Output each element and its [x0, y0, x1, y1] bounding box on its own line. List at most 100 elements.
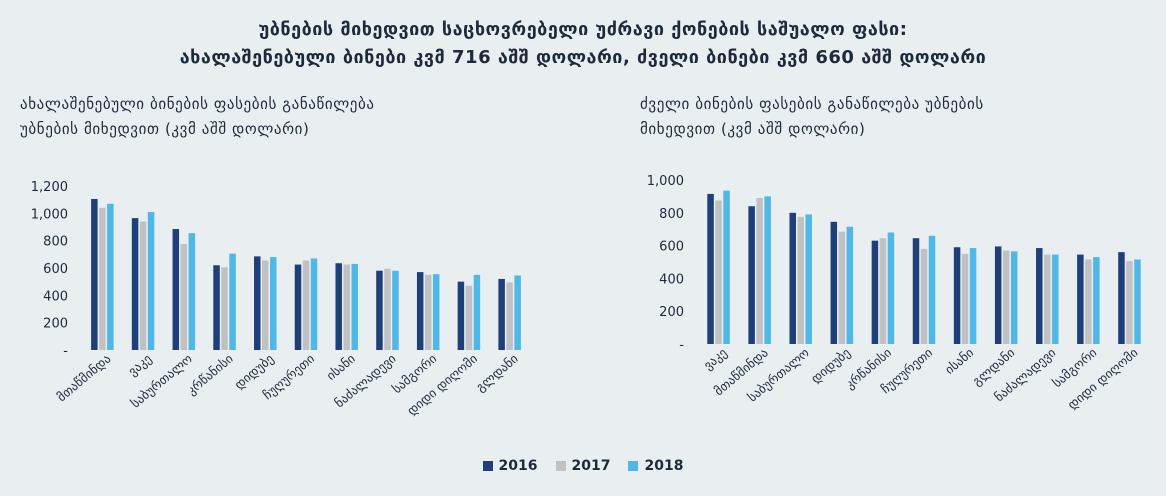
legend-label-2018: 2018: [644, 458, 684, 474]
new-bar-2017: [302, 260, 310, 350]
old-ytick-label: 800: [659, 207, 684, 222]
legend-label-2016: 2016: [498, 458, 538, 474]
old-bar-2016: [871, 240, 879, 344]
new-bar-2017: [99, 207, 106, 350]
new-bar-2018: [310, 258, 318, 350]
old-bar-2016: [707, 193, 714, 344]
new-ytick-label: -: [63, 344, 68, 359]
old-bar-2016: [748, 206, 755, 344]
new-bar-2016: [91, 198, 98, 350]
new-bar-2017: [139, 221, 147, 350]
new-ytick-label: 1,200: [31, 180, 68, 195]
new-bar-2018: [107, 203, 114, 350]
old-bar-2018: [1052, 254, 1059, 344]
new-bar-2016: [416, 272, 424, 350]
new-bar-2017: [180, 244, 188, 350]
old-ytick-label: 600: [659, 240, 684, 255]
legend-item-2016: 2016: [482, 458, 538, 474]
old-bar-2017: [797, 216, 804, 344]
new-bar-2018: [514, 275, 521, 350]
new-bar-2018: [473, 274, 481, 350]
new-bar-2017: [343, 264, 350, 350]
new-category-label: კრწანისი: [184, 351, 236, 398]
new-ytick-label: 800: [43, 235, 68, 250]
old-ytick-label: -: [679, 338, 684, 353]
new-bar-2017: [221, 267, 228, 350]
old-bar-2017: [1085, 259, 1092, 344]
new-bar-2016: [213, 265, 220, 350]
old-ytick-label: 200: [659, 305, 684, 320]
old-bar-2016: [1077, 254, 1084, 344]
old-bar-2018: [969, 248, 977, 344]
old-bar-2016: [1118, 252, 1125, 344]
main-title-line1: უბნების მიხედვით საცხოვრებელი უძრავი ქონ…: [258, 19, 908, 40]
old-bar-2018: [1010, 251, 1018, 344]
legend-swatch-2016: [482, 461, 493, 471]
new-bar-2016: [254, 256, 261, 350]
old-bar-2016: [830, 221, 838, 344]
legend-swatch-2018: [628, 461, 639, 471]
legend: 2016 2017 2018: [0, 458, 1166, 474]
new-bar-2017: [506, 282, 513, 350]
new-bar-2018: [392, 270, 399, 350]
main-title-line2: ახალაშენებული ბინები კვმ 716 აშშ დოლარი,…: [179, 47, 987, 68]
old-bar-2018: [805, 214, 812, 344]
new-bar-2016: [172, 229, 180, 350]
right-chart-title-line1: ძველი ბინების ფასების განაწილება უბნების: [640, 95, 984, 113]
old-bar-2017: [838, 231, 846, 344]
new-bar-2017: [262, 260, 269, 350]
new-category-label: გლდანი: [473, 351, 521, 395]
left-chart-title-line2: უბნების მიხედვით (კვმ აშშ დოლარი): [20, 120, 310, 138]
new-bar-2016: [498, 278, 505, 350]
old-ytick-label: 400: [659, 272, 684, 287]
new-bar-2018: [270, 257, 277, 350]
right-chart-title-line2: მიხედვით (კვმ აშშ დოლარი): [640, 120, 866, 138]
left-chart-title-line1: ახალაშენებული ბინების ფასების განაწილება: [20, 95, 375, 113]
old-bar-2018: [764, 196, 771, 344]
left-chart-title: ახალაშენებული ბინების ფასების განაწილება…: [20, 92, 375, 142]
old-bar-2016: [994, 246, 1002, 344]
new-bar-2016: [457, 281, 465, 350]
old-bar-2018: [887, 232, 895, 344]
old-bar-2018: [1134, 259, 1141, 344]
new-category-label: დიდი დიღომი: [404, 351, 480, 418]
old-bar-2016: [1036, 248, 1043, 344]
old-bar-2016: [912, 238, 920, 344]
new-bar-2016: [376, 270, 383, 350]
old-bar-2018: [846, 226, 854, 344]
old-bar-2017: [961, 253, 969, 344]
old-bar-2018: [928, 235, 936, 344]
old-bar-2017: [920, 248, 928, 344]
legend-label-2017: 2017: [571, 458, 611, 474]
new-ytick-label: 600: [43, 262, 68, 277]
new-bar-2017: [384, 268, 391, 350]
old-bar-2017: [879, 238, 887, 344]
new-ytick-label: 200: [43, 317, 68, 332]
old-ytick-label: 1,000: [647, 174, 684, 189]
old-bar-2017: [1126, 261, 1133, 344]
new-bar-2016: [294, 264, 302, 350]
new-bar-2018: [351, 263, 358, 350]
main-title: უბნების მიხედვით საცხოვრებელი უძრავი ქონ…: [0, 16, 1166, 72]
new-bar-2017: [465, 285, 473, 350]
new-category-label: ვაკე: [125, 351, 154, 379]
new-bar-2016: [335, 263, 342, 350]
new-ytick-label: 1,000: [31, 207, 68, 222]
old-category-label: დიდი დიღომი: [1065, 345, 1141, 412]
new-bar-2018: [188, 233, 196, 350]
old-bar-2017: [756, 198, 763, 344]
new-bar-2018: [147, 211, 155, 350]
legend-swatch-2017: [555, 461, 566, 471]
old-bar-2018: [1093, 257, 1100, 344]
old-apartments-bar-chart: -2004006008001,000ვაკემთაწმინდასაბურთალო…: [647, 174, 1141, 412]
old-bar-2017: [715, 200, 722, 344]
old-bar-2017: [1044, 254, 1051, 344]
new-bar-2017: [424, 274, 432, 350]
old-category-label: ვაკე: [701, 345, 730, 373]
legend-item-2017: 2017: [555, 458, 611, 474]
old-bar-2016: [953, 247, 961, 344]
new-bar-2018: [229, 253, 236, 350]
right-chart-title: ძველი ბინების ფასების განაწილება უბნების…: [640, 92, 984, 142]
new-category-label: ისანი: [323, 351, 357, 383]
